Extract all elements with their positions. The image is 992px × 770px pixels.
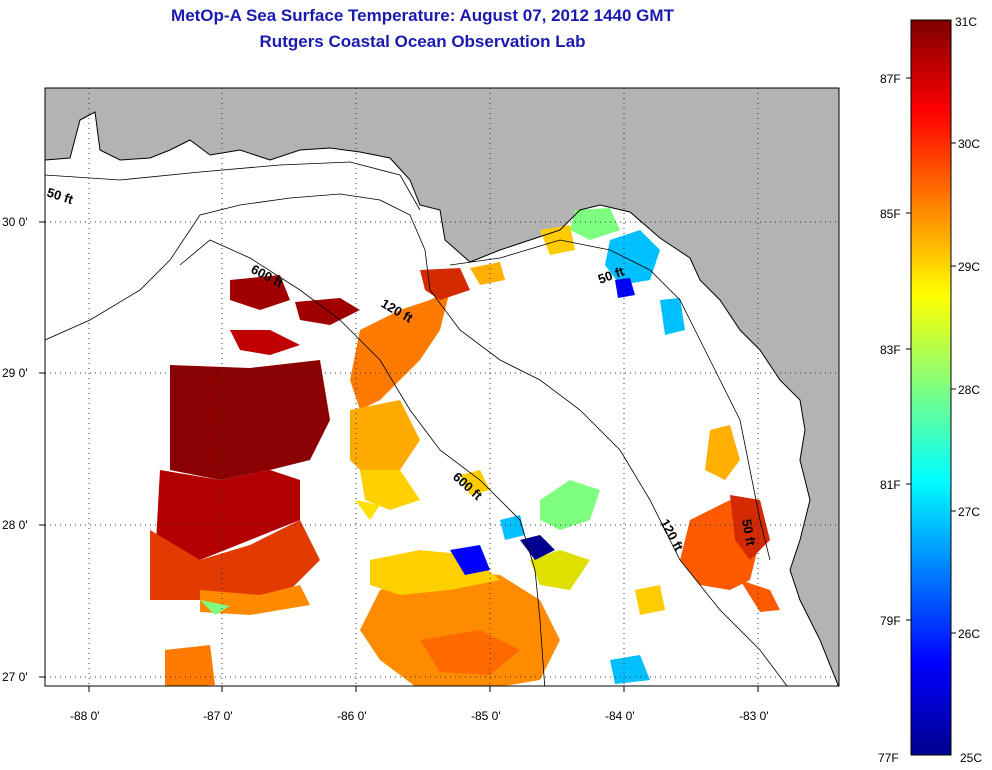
colorbar-celsius-label: 27C xyxy=(958,505,980,519)
colorbar-fahrenheit-label: 83F xyxy=(880,343,901,357)
colorbar-fahrenheit-label: 79F xyxy=(880,614,901,628)
contour-50ft-east xyxy=(449,239,771,561)
contour-600ft xyxy=(179,239,546,686)
x-tick-label: -84 0' xyxy=(605,709,635,723)
colorbar-fahrenheit-label: 85F xyxy=(880,207,901,221)
ticks xyxy=(39,221,759,692)
contour-120ft xyxy=(45,193,788,686)
x-tick-label: -83 0' xyxy=(739,709,769,723)
x-tick-label: -88 0' xyxy=(70,709,100,723)
map-frame xyxy=(44,87,840,687)
colorbar-celsius-label: 25C xyxy=(960,751,982,765)
colorbar xyxy=(910,19,952,756)
coastline xyxy=(45,111,839,686)
contour-50ft-west xyxy=(45,161,421,211)
map-subtitle: Rutgers Coastal Ocean Observation Lab xyxy=(259,32,586,51)
x-tick-label: -87 0' xyxy=(203,709,233,723)
x-tick-label: -85 0' xyxy=(471,709,501,723)
contour-label: 50 ft xyxy=(739,518,759,548)
colorbar-celsius-label: 29C xyxy=(958,260,980,274)
x-tick-label: -86 0' xyxy=(337,709,367,723)
colorbar-fahrenheit-label: 87F xyxy=(880,72,901,86)
colorbar-celsius-label: 30C xyxy=(958,137,980,151)
y-tick-label: 30 0' xyxy=(2,215,28,229)
y-tick-label: 29 0' xyxy=(2,366,28,380)
colorbar-celsius-label: 28C xyxy=(958,383,980,397)
y-tick-label: 28 0' xyxy=(2,518,28,532)
colorbar-celsius-label: 31C xyxy=(955,15,977,29)
map-title: MetOp-A Sea Surface Temperature: August … xyxy=(171,6,674,25)
colorbar-celsius-label: 26C xyxy=(958,627,980,641)
colorbar-fahrenheit-label: 77F xyxy=(878,751,899,765)
sst-data xyxy=(150,208,780,686)
colorbar-fahrenheit-label: 81F xyxy=(880,478,901,492)
colorbar-ticks xyxy=(906,77,956,634)
y-tick-label: 27 0' xyxy=(2,670,28,684)
